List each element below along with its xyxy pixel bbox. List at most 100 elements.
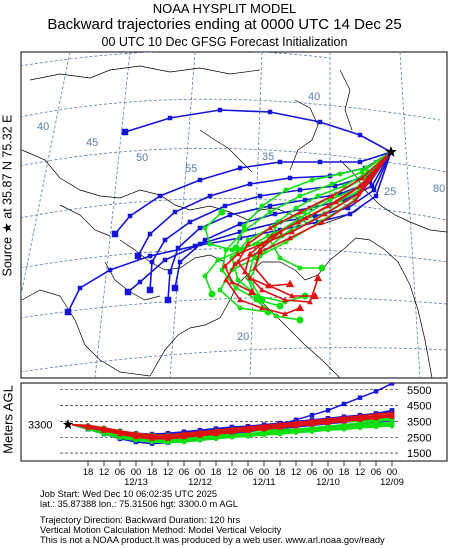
- trajectory-point: [247, 287, 257, 296]
- trajectory-point: [297, 187, 303, 193]
- trajectory-point: [277, 422, 283, 428]
- coastline: [21, 149, 121, 199]
- trajectory-point: [282, 310, 288, 317]
- trajectory-point: [389, 423, 395, 428]
- trajectory-point: [287, 234, 293, 241]
- trajectory-point: [297, 215, 303, 221]
- trajectory-point: [218, 208, 226, 216]
- trajectory-point: [177, 259, 183, 265]
- location-text: lat.: 35.87388 lon.: 75.31506 hgt: 3300.…: [40, 499, 238, 509]
- trajectory-point: [287, 175, 293, 181]
- trajectory-point: [219, 267, 225, 273]
- trajectory-line: [127, 151, 392, 293]
- time-tick-label: 00: [387, 467, 398, 478]
- coastline: [21, 289, 151, 377]
- height-tick-label: 2500: [407, 432, 431, 444]
- trajectory-point: [317, 159, 323, 165]
- trajectory-point: [171, 284, 179, 292]
- trajectory-point: [309, 412, 315, 418]
- chart-title: Backward trajectories ending at 0000 UTC…: [47, 16, 402, 33]
- trajectory-point: [134, 252, 142, 260]
- trajectory-point: [232, 260, 238, 267]
- trajectory-point: [347, 211, 353, 217]
- time-tick-label: 00: [131, 467, 142, 478]
- trajectory-point: [259, 286, 265, 293]
- trajectory-point: [365, 173, 371, 179]
- trajectory-point: [307, 298, 313, 305]
- trajectory-point: [309, 419, 315, 425]
- time-tick-label: 18: [275, 467, 286, 478]
- trajectory-point: [361, 180, 367, 187]
- trajectory-point: [303, 214, 309, 221]
- trajectory-point: [197, 177, 203, 183]
- trajectory-point: [181, 439, 187, 445]
- time-tick-label: 06: [243, 467, 254, 478]
- trajectory-point: [217, 107, 223, 113]
- grid-label: 40: [37, 121, 49, 133]
- date-label: 12/11: [252, 477, 275, 488]
- trajectory-point: [389, 383, 395, 386]
- trajectory-point: [359, 169, 365, 175]
- longitude-line: [399, 52, 421, 378]
- coastline: [29, 65, 261, 81]
- trajectory-point: [277, 255, 283, 261]
- trajectory-point: [363, 165, 369, 171]
- trajectory-point: [341, 401, 347, 407]
- trajectory-point: [329, 192, 335, 199]
- job-start-text: Job Start: Wed Dec 10 06:02:35 UTC 2025: [40, 489, 218, 499]
- grid-label: 40: [308, 91, 320, 103]
- trajectory-point: [333, 198, 339, 205]
- trajectory-point: [259, 304, 265, 311]
- date-label: 12/09: [380, 477, 404, 488]
- trajectory-point: [327, 197, 333, 203]
- time-tick-label: 12: [99, 467, 110, 478]
- trajectory-point: [197, 241, 203, 247]
- trajectory-point: [167, 115, 173, 121]
- trajectory-point: [261, 424, 267, 430]
- trajectory-point: [317, 119, 323, 125]
- trajectory-point: [357, 414, 363, 420]
- trajectory-point: [277, 228, 283, 235]
- longitude-line: [21, 52, 71, 298]
- trajectory-point: [325, 417, 331, 423]
- trajectory-point: [257, 193, 263, 199]
- trajectory-point: [310, 291, 320, 300]
- grid-label: 35: [262, 151, 274, 163]
- trajectory-point: [319, 218, 325, 225]
- trajectory-point: [389, 411, 395, 417]
- trajectory-point: [117, 428, 123, 434]
- trajectory-point: [325, 408, 331, 413]
- trajectory-point: [267, 282, 273, 289]
- trajectory-point: [157, 193, 163, 199]
- trajectory-point: [293, 430, 299, 435]
- grid-label: 50: [136, 152, 148, 164]
- date-label: 12/12: [188, 477, 212, 488]
- trajectory-point: [276, 302, 284, 310]
- trajectory-point: [293, 205, 299, 211]
- trajectory-point: [318, 264, 326, 272]
- trajectory-point: [267, 203, 273, 209]
- trajectory-point: [272, 211, 278, 217]
- trajectory-point: [197, 225, 203, 231]
- trajectory-line: [269, 151, 392, 269]
- trajectory-point: [222, 262, 228, 269]
- trajectory-point: [302, 197, 308, 203]
- trajectory-point: [127, 213, 133, 219]
- vertical-method-text: Vertical Motion Calculation Method: Mode…: [40, 525, 282, 535]
- trajectory-point: [337, 191, 343, 197]
- trajectory-point: [175, 245, 181, 251]
- trajectory-point: [341, 427, 347, 432]
- trajectory-point: [247, 181, 253, 187]
- height-tick-label: 5500: [407, 385, 431, 397]
- trajectory-point: [267, 109, 273, 115]
- height-tick-label: 1500: [407, 448, 431, 460]
- latitude-line: [21, 52, 331, 67]
- trajectory-point: [237, 305, 243, 311]
- trajectory-point: [277, 159, 283, 165]
- trajectory-point: [313, 273, 323, 282]
- trajectory-point: [293, 420, 299, 426]
- trajectory-point: [222, 203, 228, 209]
- trajectory-point: [162, 237, 168, 243]
- trajectory-point: [259, 240, 265, 247]
